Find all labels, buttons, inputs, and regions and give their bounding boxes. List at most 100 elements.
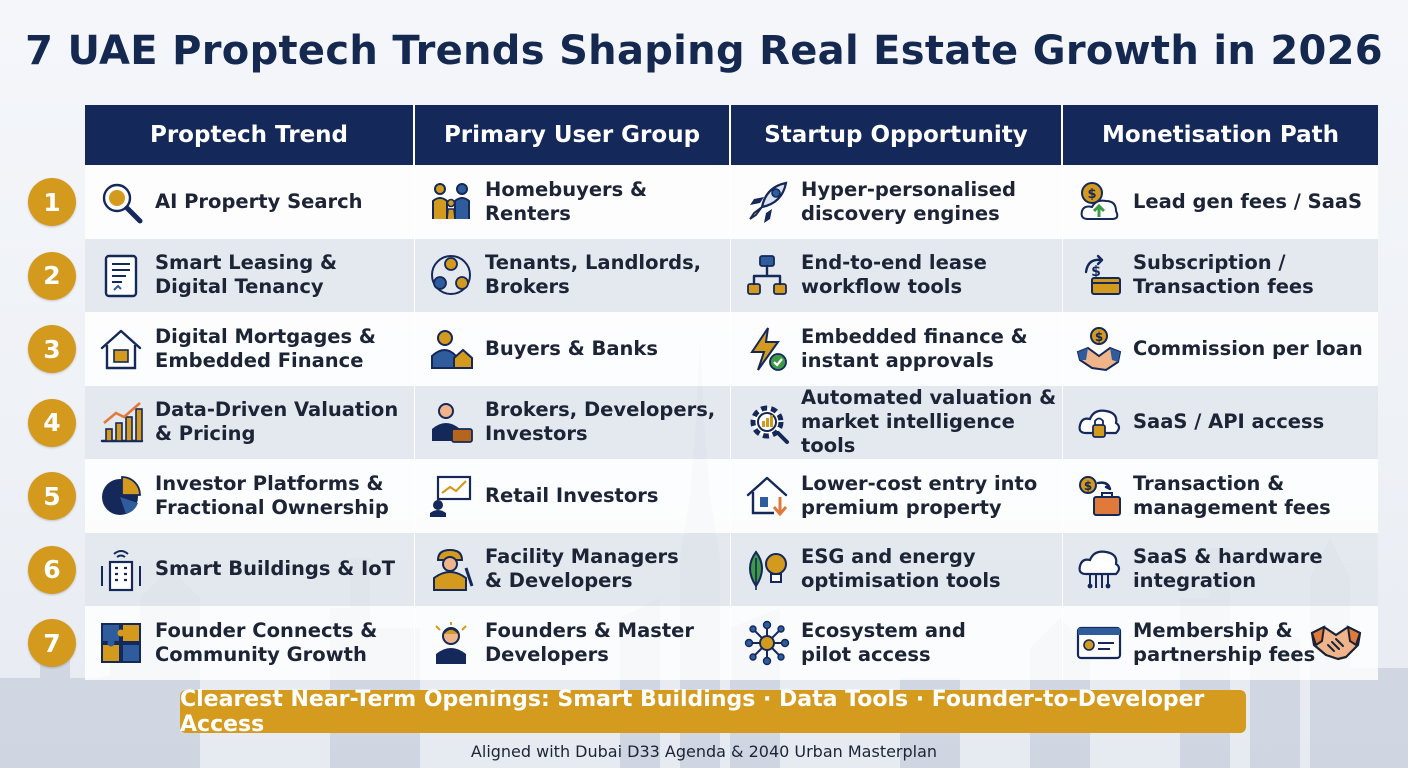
- svg-text:$: $: [1087, 187, 1096, 202]
- svg-text:$: $: [1095, 330, 1103, 344]
- magnifier-brain-icon: [97, 178, 145, 226]
- user-group-cell-text: Retail Investors: [485, 483, 659, 507]
- workflow-icon: [743, 251, 791, 299]
- trend-cell: Smart Leasing & Digital Tenancy: [85, 238, 415, 312]
- trend-cell-text: Smart Leasing & Digital Tenancy: [155, 251, 337, 299]
- opportunity-cell-text: Lower-cost entry into premium property: [801, 471, 1038, 519]
- user-group-cell-text: Buyers & Banks: [485, 336, 658, 360]
- monetisation-cell-text: SaaS / API access: [1133, 410, 1325, 434]
- opportunity-cell: Automated valuation & market intelligenc…: [731, 385, 1063, 459]
- user-group-cell: Brokers, Developers, Investors: [415, 385, 731, 459]
- table-row: Data-Driven Valuation & Pricing Brokers, …: [85, 385, 1378, 459]
- handshake-coin-icon: $: [1075, 325, 1123, 373]
- house-down-arrow-icon: [743, 472, 791, 520]
- lightning-check-icon: [743, 325, 791, 373]
- opportunity-cell: Hyper-personalised discovery engines: [731, 165, 1063, 239]
- opportunity-cell: Lower-cost entry into premium property: [731, 459, 1063, 533]
- monetisation-cell: $ Commission per loan: [1063, 312, 1378, 386]
- svg-text:$: $: [1091, 264, 1101, 280]
- trend-cell-text: Digital Mortgages & Embedded Finance: [155, 324, 376, 372]
- table-row: Smart Leasing & Digital Tenancy Tenants, …: [85, 238, 1378, 313]
- row-number-badge: 4: [28, 398, 76, 447]
- monetisation-cell-text: Subscription / Transaction fees: [1133, 251, 1314, 299]
- near-term-openings-banner: Clearest Near-Term Openings: Smart Build…: [180, 687, 1246, 737]
- row-number-badge: 1: [28, 178, 76, 226]
- worker-icon: [427, 545, 475, 593]
- family-icon: [427, 178, 475, 226]
- businessman-icon: [427, 398, 475, 446]
- monetisation-cell: Membership & partnership fees: [1063, 606, 1378, 680]
- cloud-circuit-icon: [1075, 545, 1123, 593]
- row-number-badge: 3: [28, 325, 76, 373]
- table-row: Investor Platforms & Fractional Ownershi…: [85, 459, 1378, 533]
- network-hub-icon: [743, 619, 791, 667]
- trend-cell: Investor Platforms & Fractional Ownershi…: [85, 459, 415, 533]
- rocket-icon: [743, 178, 791, 226]
- trend-cell-text: AI Property Search: [155, 189, 363, 213]
- table-row: Digital Mortgages & Embedded Finance Buye…: [85, 312, 1378, 386]
- dollar-cloud-icon: $: [1075, 178, 1123, 226]
- trend-cell: Founder Connects & Community Growth: [85, 606, 415, 680]
- trends-table: Proptech Trend Primary User Group Startu…: [85, 105, 1378, 680]
- opportunity-cell: Embedded finance & instant approvals: [731, 312, 1063, 386]
- subscription-card-icon: $: [1075, 251, 1123, 299]
- user-group-cell: Buyers & Banks: [415, 312, 731, 386]
- opportunity-cell-text: Embedded finance & instant approvals: [801, 324, 1028, 372]
- header-proptech-trend: Proptech Trend: [85, 105, 415, 165]
- table-row: Founder Connects & Community Growth Found…: [85, 606, 1378, 680]
- user-group-cell-text: Brokers, Developers, Investors: [485, 398, 716, 446]
- row-number-badge: 2: [28, 251, 76, 300]
- footer-note: Aligned with Dubai D33 Agenda & 2040 Urb…: [470, 742, 938, 761]
- id-card-icon: [1075, 619, 1123, 667]
- trend-cell-text: Smart Buildings & IoT: [155, 557, 395, 581]
- monetisation-cell: $ Transaction & management fees: [1063, 459, 1378, 533]
- opportunity-cell-text: Automated valuation & market intelligenc…: [801, 386, 1057, 458]
- pie-chart-icon: [97, 472, 145, 520]
- opportunity-cell-text: End-to-end lease workflow tools: [801, 251, 987, 299]
- trend-cell-text: Data-Driven Valuation & Pricing: [155, 398, 399, 446]
- buyer-house-icon: [427, 325, 475, 373]
- row-number-badge: 7: [28, 619, 76, 667]
- trend-cell: Digital Mortgages & Embedded Finance: [85, 312, 415, 386]
- trend-cell-text: Investor Platforms & Fractional Ownershi…: [155, 471, 389, 519]
- people-network-icon: [427, 251, 475, 299]
- table-row: AI Property Search Homebuyers & Renters Hy…: [85, 165, 1378, 239]
- dollar-briefcase-icon: $: [1075, 472, 1123, 520]
- cloud-lock-icon: [1075, 398, 1123, 446]
- leaf-bulb-icon: [743, 545, 791, 593]
- trend-cell: Smart Buildings & IoT: [85, 532, 415, 606]
- opportunity-cell-text: Ecosystem and pilot access: [801, 618, 966, 666]
- row-number-badge: 6: [28, 545, 76, 594]
- monetisation-cell-text: Commission per loan: [1133, 336, 1363, 360]
- monetisation-cell-text: SaaS & hardware integration: [1133, 545, 1323, 593]
- puzzle-icon: [97, 619, 145, 667]
- bar-chart-icon: [97, 398, 145, 446]
- presenter-chart-icon: [427, 472, 475, 520]
- user-group-cell: Tenants, Landlords, Brokers: [415, 238, 731, 312]
- monetisation-cell-text: Transaction & management fees: [1133, 471, 1331, 519]
- page-title: 7 UAE Proptech Trends Shaping Real Estat…: [25, 28, 1383, 74]
- opportunity-cell: ESG and energy optimisation tools: [731, 532, 1063, 606]
- monetisation-cell-text: Membership & partnership fees: [1133, 618, 1316, 666]
- trend-cell: Data-Driven Valuation & Pricing: [85, 385, 415, 459]
- svg-text:$: $: [1084, 479, 1092, 493]
- header-monetisation-path: Monetisation Path: [1063, 105, 1378, 165]
- user-group-cell-text: Homebuyers & Renters: [485, 177, 648, 225]
- row-number-badge: 5: [28, 472, 76, 520]
- monetisation-cell: $ Lead gen fees / SaaS: [1063, 165, 1378, 239]
- table-row: Smart Buildings & IoT Facility Managers &…: [85, 532, 1378, 607]
- table-body: AI Property Search Homebuyers & Renters Hy…: [85, 165, 1378, 680]
- opportunity-cell-text: ESG and energy optimisation tools: [801, 545, 1001, 593]
- opportunity-cell: End-to-end lease workflow tools: [731, 238, 1063, 312]
- handshake-icon: [1310, 625, 1362, 661]
- tablet-contract-icon: [97, 251, 145, 299]
- header-startup-opportunity: Startup Opportunity: [731, 105, 1063, 165]
- house-chip-icon: [97, 325, 145, 373]
- user-group-cell-text: Facility Managers & Developers: [485, 545, 679, 593]
- monetisation-cell: SaaS & hardware integration: [1063, 533, 1378, 607]
- user-group-cell: Founders & Master Developers: [415, 606, 731, 680]
- header-primary-user-group: Primary User Group: [415, 105, 731, 165]
- monetisation-cell: $ Subscription / Transaction fees: [1063, 239, 1378, 313]
- monetisation-cell-text: Lead gen fees / SaaS: [1133, 189, 1363, 213]
- trend-cell: AI Property Search: [85, 165, 415, 239]
